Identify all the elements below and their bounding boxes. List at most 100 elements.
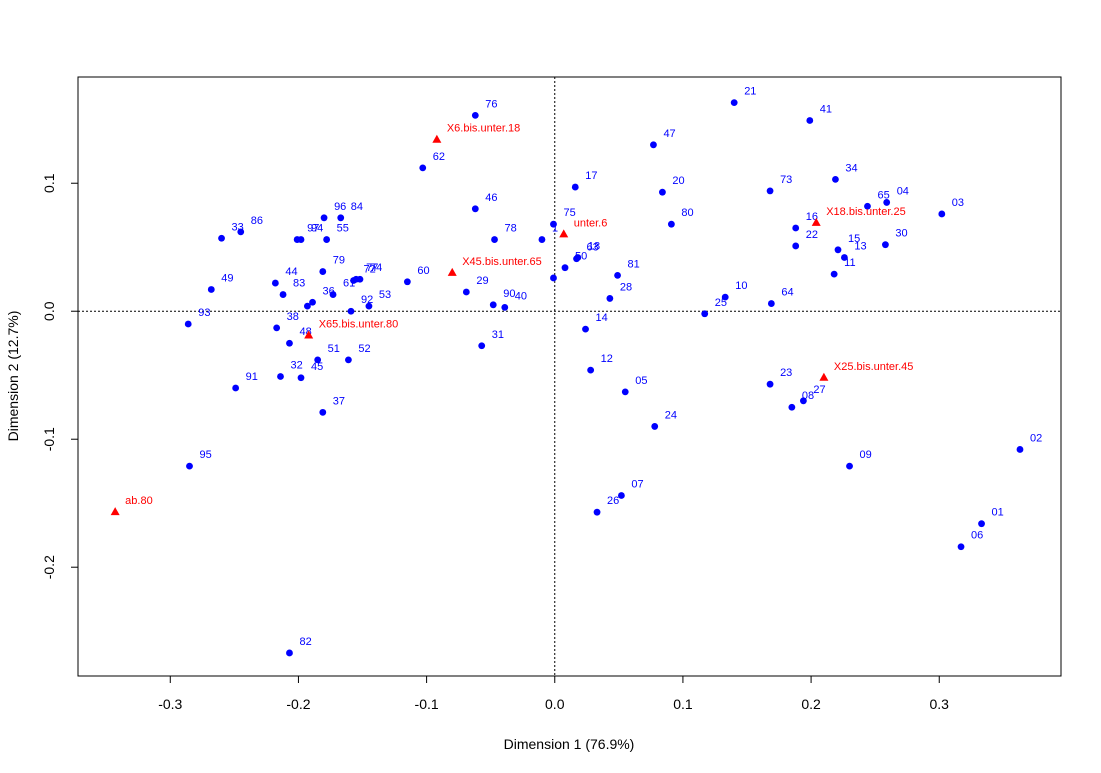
individual-label: 47 — [663, 128, 675, 140]
category-point — [447, 267, 457, 276]
individual-label: 09 — [860, 449, 872, 461]
individual-point — [403, 278, 411, 286]
individual-label: 20 — [672, 175, 684, 187]
individual-label: 17 — [585, 170, 597, 182]
individual-point — [864, 202, 871, 210]
individual-point — [834, 246, 842, 254]
individual-point — [659, 188, 666, 196]
individual-label: 16 — [806, 211, 818, 223]
individual-point — [587, 366, 595, 374]
individual-label: 49 — [221, 272, 233, 284]
individual-label: 93 — [198, 307, 210, 319]
individual-point — [730, 99, 738, 106]
individual-point — [491, 236, 498, 243]
individual-point — [1016, 446, 1024, 453]
category-label: ab.80 — [125, 495, 153, 507]
individual-label: 15 — [848, 233, 860, 245]
individual-point — [286, 649, 293, 657]
individual-label: 26 — [607, 495, 619, 507]
x-tick-label: 0.3 — [930, 696, 950, 712]
individual-label: 74 — [370, 262, 382, 274]
category-point — [110, 507, 120, 516]
individual-point — [319, 268, 327, 275]
individual-point — [277, 373, 284, 380]
individual-label: 10 — [735, 280, 747, 292]
category-label: X25.bis.unter.45 — [834, 361, 914, 373]
individual-label: 83 — [293, 278, 305, 290]
individual-point — [561, 264, 569, 272]
individual-label: 51 — [328, 343, 340, 355]
y-axis-label: Dimension 2 (12.7%) — [5, 311, 21, 442]
individual-point — [767, 300, 775, 307]
category-point — [559, 229, 569, 238]
individual-label: 04 — [897, 185, 909, 197]
individual-point — [788, 403, 796, 411]
individual-point — [309, 298, 316, 306]
individual-label: 34 — [845, 162, 857, 174]
individual-label: 24 — [665, 409, 677, 421]
individual-label: 25 — [715, 297, 727, 309]
individual-point — [650, 141, 657, 149]
category-point — [811, 217, 821, 226]
individual-label: 60 — [417, 265, 429, 277]
individual-point — [471, 111, 479, 119]
individual-point — [573, 255, 580, 263]
individual-label: 92 — [361, 294, 373, 306]
individual-label: 97 — [307, 223, 319, 235]
category-point — [819, 372, 829, 381]
individual-point — [701, 310, 709, 318]
individual-point — [550, 274, 557, 282]
individual-point — [550, 220, 557, 228]
individual-label: 91 — [246, 371, 258, 383]
individual-label: 80 — [681, 207, 693, 219]
category-label: X65.bis.unter.80 — [319, 319, 399, 331]
y-tick-label: 0.1 — [41, 173, 57, 193]
individual-point — [271, 279, 279, 287]
individual-label: 64 — [781, 287, 793, 299]
individual-label: 40 — [515, 290, 527, 302]
individual-label: 81 — [628, 258, 640, 270]
x-tick-label: 0.0 — [545, 696, 565, 712]
individual-label: 08 — [802, 390, 814, 402]
individual-point — [329, 291, 337, 298]
individual-label: 53 — [379, 289, 391, 301]
individual-point — [593, 508, 601, 516]
individual-point — [883, 199, 891, 206]
category-label: unter.6 — [574, 217, 608, 229]
individual-point — [345, 356, 352, 364]
individual-point — [766, 187, 774, 195]
individual-point — [766, 380, 774, 388]
individual-label: 65 — [877, 189, 889, 201]
individual-label: 46 — [485, 192, 497, 204]
category-label: X45.bis.unter.65 — [462, 256, 542, 268]
individual-point — [538, 236, 546, 243]
individual-point — [184, 320, 192, 328]
individual-point — [323, 236, 331, 243]
individual-point — [237, 228, 245, 236]
category-point — [304, 330, 314, 339]
individual-label: 32 — [290, 360, 302, 372]
x-axis-label: Dimension 1 (76.9%) — [504, 736, 635, 752]
individual-point — [186, 462, 193, 470]
individual-label: 36 — [323, 285, 335, 297]
individual-label: 23 — [780, 367, 792, 379]
individual-point — [792, 242, 800, 250]
individual-label: 96 — [334, 201, 346, 213]
individual-label: 61 — [343, 278, 355, 290]
individual-point — [832, 175, 839, 183]
individual-point — [207, 286, 215, 293]
individual-label: 18 — [588, 240, 600, 252]
individual-point — [478, 342, 486, 350]
individual-point — [279, 291, 287, 298]
individual-point — [957, 543, 965, 551]
individual-label: 02 — [1030, 432, 1042, 444]
individual-point — [319, 408, 327, 416]
individual-point — [347, 307, 355, 315]
individual-point — [350, 277, 357, 284]
reference-lines — [78, 77, 1061, 676]
individual-point — [471, 205, 479, 213]
individual-point — [489, 301, 497, 309]
individual-label: 84 — [351, 201, 363, 213]
individual-point — [846, 462, 853, 470]
